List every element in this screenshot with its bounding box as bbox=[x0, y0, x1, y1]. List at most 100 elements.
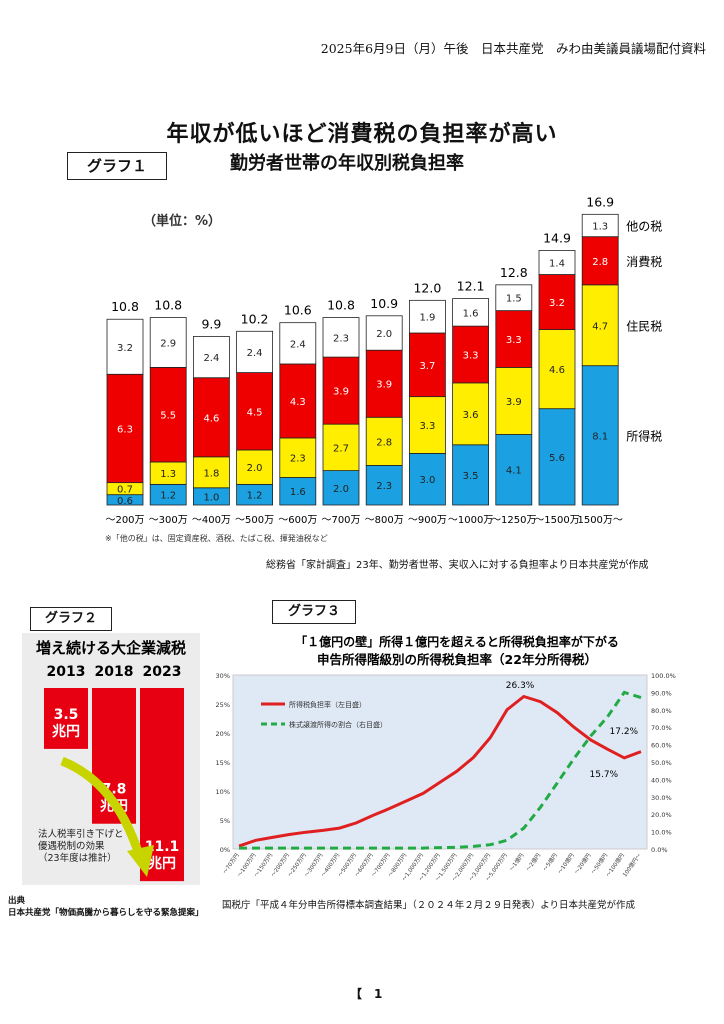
y-right-tick-label: 50.0% bbox=[651, 759, 672, 767]
legend-label: 株式譲渡所得の割合（右目盛） bbox=[289, 720, 387, 729]
graph2-value-label: 兆円 bbox=[52, 724, 80, 740]
graph3-line-chart: 「１億円の壁」所得１億円を超えると所得税負担率が下がる申告所得階級別の所得税負担… bbox=[216, 634, 676, 883]
y-right-tick-label: 0.0% bbox=[651, 846, 668, 854]
stock-transfer-share-line bbox=[239, 690, 642, 850]
bar-segment bbox=[581, 365, 619, 506]
bar-value-label: 8.1 bbox=[592, 431, 608, 442]
legend-label: 所得税負担率（左目盛） bbox=[289, 700, 366, 709]
bar-value-label: 4.1 bbox=[506, 466, 522, 477]
bar-value-label: 3.9 bbox=[333, 387, 349, 398]
x-tick-label: ～1000万 bbox=[448, 515, 493, 526]
bar-segment bbox=[495, 284, 533, 312]
y-left-tick-label: 10% bbox=[216, 788, 230, 796]
bar-value-label: 2.0 bbox=[247, 463, 263, 474]
bar-value-label: 3.3 bbox=[506, 335, 522, 346]
graph3-annotation-15: 15.7% bbox=[590, 770, 619, 780]
graph2-arrow-line bbox=[60, 756, 145, 860]
bar-segment bbox=[408, 396, 446, 454]
bar-value-label: 2.7 bbox=[333, 443, 349, 454]
legend-label: 消費税 bbox=[626, 254, 662, 269]
bar-value-label: 3.6 bbox=[463, 410, 479, 421]
main-title: 年収が低いほど消費税の負担率が高い bbox=[166, 122, 558, 147]
graph1-footnote: ※「他の税」は、固定資産税、酒税、たばこ税、揮発油税など bbox=[105, 534, 328, 543]
bar-total-label: 14.9 bbox=[543, 230, 571, 245]
bar-total-label: 12.0 bbox=[413, 280, 441, 295]
bar-value-label: 2.4 bbox=[203, 353, 219, 364]
bar-total-label: 10.6 bbox=[284, 303, 312, 318]
bar-value-label: 4.3 bbox=[290, 397, 306, 408]
bar-value-label: 3.9 bbox=[506, 397, 522, 408]
x-tick-label: ～900万 bbox=[408, 515, 447, 526]
bar-total-label: 12.8 bbox=[500, 265, 528, 280]
bar-value-label: 3.2 bbox=[549, 298, 565, 309]
bar-total-label: 9.9 bbox=[201, 316, 221, 331]
bar-value-label: 3.7 bbox=[419, 361, 435, 372]
bar-segment bbox=[365, 416, 403, 466]
bar-segment bbox=[106, 373, 144, 484]
graph3-tag: グラフ３ bbox=[272, 600, 356, 624]
y-right-tick-label: 60.0% bbox=[651, 742, 672, 750]
bar-total-label: 10.9 bbox=[370, 296, 398, 311]
bar-value-label: 1.9 bbox=[419, 313, 435, 324]
bar-value-label: 1.4 bbox=[549, 258, 565, 269]
graph2-year-label: 2013 bbox=[47, 664, 86, 680]
y-right-tick-label: 30.0% bbox=[651, 794, 672, 802]
bar-total-label: 10.8 bbox=[111, 299, 139, 314]
bar-value-label: 3.2 bbox=[117, 343, 133, 354]
bar-segment bbox=[408, 299, 446, 334]
bar-segment bbox=[279, 437, 317, 478]
bar-segment bbox=[279, 363, 317, 439]
bar-value-label: 1.0 bbox=[203, 492, 219, 503]
bar-segment bbox=[322, 356, 360, 425]
graph3-source: 国税庁「平成４年分申告所得標本調査結果」（２０２４年２月２９日発表）より日本共産… bbox=[222, 900, 636, 911]
bar-value-label: 1.2 bbox=[160, 491, 176, 502]
graph1-source: 総務省「家計調査」23年、勤労者世帯、実収入に対する負担率より日本共産党が作成 bbox=[266, 560, 649, 571]
bar-value-label: 3.9 bbox=[376, 380, 392, 391]
header-line: 2025年6月9日（月）午後 日本共産党 みわ由美議員議場配付資料 bbox=[320, 41, 706, 56]
bar-value-label: 2.4 bbox=[247, 348, 263, 359]
bar-segment bbox=[581, 236, 619, 286]
bar-segment bbox=[279, 477, 317, 506]
bar-value-label: 2.0 bbox=[333, 484, 349, 495]
bar-total-label: 10.8 bbox=[154, 298, 182, 313]
graph2-tag: グラフ２ bbox=[30, 607, 112, 631]
x-tick-label: ～1500万 bbox=[534, 515, 579, 526]
bar-segment bbox=[106, 318, 144, 375]
bar-total-label: 16.9 bbox=[586, 194, 614, 209]
bar-value-label: 4.7 bbox=[592, 321, 608, 332]
graph1-stacked-bar-chart: 0.60.7 6.3 3.2 10.8 ～200万 1.2 1.3 5.5 2.9 10.8 ～30… bbox=[105, 194, 662, 526]
bar-value-label: 3.3 bbox=[419, 421, 435, 432]
graph2-value-label: 兆円 bbox=[148, 856, 176, 872]
bar-segment bbox=[236, 449, 274, 485]
x-tick-label: ～300万 bbox=[149, 515, 188, 526]
bar-segment bbox=[538, 250, 576, 275]
x-tick-label: ～50億円 bbox=[589, 851, 609, 875]
bar-value-label: 5.6 bbox=[549, 453, 565, 464]
bar-segment bbox=[495, 366, 533, 435]
graph2-annotation: 優遇税制の効果 bbox=[38, 840, 105, 852]
x-tick-label: ～700万 bbox=[321, 515, 360, 526]
legend-label: 所得税 bbox=[626, 428, 662, 443]
x-tick-label: ～20億円 bbox=[572, 851, 592, 875]
page-number: 【 1 bbox=[350, 987, 383, 1001]
bar-value-label: 3.3 bbox=[463, 351, 479, 362]
y-left-tick-label: 25% bbox=[216, 701, 230, 709]
bar-value-label: 2.0 bbox=[376, 329, 392, 340]
bar-segment bbox=[408, 332, 446, 398]
bar-segment bbox=[193, 336, 230, 379]
y-right-tick-label: 70.0% bbox=[651, 724, 672, 732]
y-left-tick-label: 0% bbox=[220, 846, 230, 854]
legend-label: 住民税 bbox=[626, 319, 662, 333]
graph2-source-text: 日本共産党「物価高騰から暮らしを守る緊急提案」 bbox=[8, 908, 204, 918]
y-right-tick-label: 10.0% bbox=[651, 829, 672, 837]
bar-value-label: 3.5 bbox=[463, 471, 479, 482]
bar-total-label: 10.2 bbox=[241, 311, 269, 326]
y-right-tick-label: 100.0% bbox=[651, 672, 676, 680]
bar-segment bbox=[581, 213, 619, 238]
bar-value-label: 6.3 bbox=[117, 424, 133, 435]
graph1-tag: グラフ１ bbox=[67, 152, 167, 180]
x-tick-label: ～5億円 bbox=[541, 851, 559, 872]
bar-segment bbox=[452, 298, 490, 327]
bar-segment bbox=[495, 310, 533, 368]
graph2-source-label: 出典 bbox=[8, 896, 26, 906]
